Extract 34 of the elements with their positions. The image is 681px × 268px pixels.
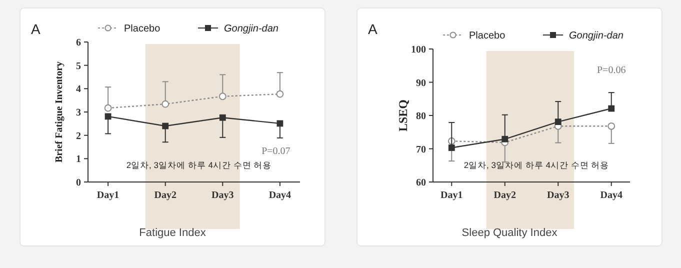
y-axis-title: LSEQ — [396, 99, 410, 132]
x-tick-label: Day2 — [494, 190, 516, 201]
band-label: 2일차, 3일차에 하루 4시간 수면 허용 — [126, 160, 272, 170]
band-label: 2일차, 3일차에 하루 4시간 수면 허용 — [464, 160, 610, 170]
y-tick-label: 0 — [76, 178, 81, 188]
x-tick-label: Day2 — [154, 190, 176, 201]
annotation: P=0.06 — [597, 65, 626, 76]
x-tick-label: Day4 — [268, 190, 292, 201]
text: A — [31, 21, 41, 37]
y-tick-label: 4 — [76, 84, 81, 96]
text: A — [368, 21, 378, 37]
legend-label: Placebo — [469, 30, 506, 42]
y-tick-label: 80 — [416, 111, 426, 122]
y-tick-label: 100 — [411, 44, 426, 56]
y-tick-label: 70 — [416, 144, 426, 156]
y-tick-label: 2 — [76, 130, 81, 142]
x-tick-label: Day1 — [96, 190, 120, 201]
x-tick-label: Day1 — [440, 190, 463, 201]
legend-label: Gongjin-dan — [224, 24, 279, 34]
y-tick-label: 3 — [76, 108, 81, 118]
y-tick-label: 6 — [76, 38, 81, 48]
legend-label: Gongjin-dan — [569, 30, 624, 42]
legend-label: Placebo — [124, 24, 161, 34]
x-tick-label: Day4 — [600, 190, 622, 201]
annotation: P=0.07 — [262, 146, 290, 157]
y-tick-label: 5 — [76, 60, 81, 72]
y-tick-label: 1 — [76, 154, 81, 166]
x-tick-label: Day3 — [547, 190, 570, 201]
x-tick-label: Day3 — [212, 190, 234, 201]
y-axis-title: Brief Fatigue Inventory — [54, 61, 65, 163]
y-tick-label: 90 — [416, 78, 426, 89]
y-tick-label: 60 — [416, 178, 426, 188]
text: Fatigue Index — [139, 227, 206, 239]
text: Sleep Quality Index — [462, 227, 558, 239]
